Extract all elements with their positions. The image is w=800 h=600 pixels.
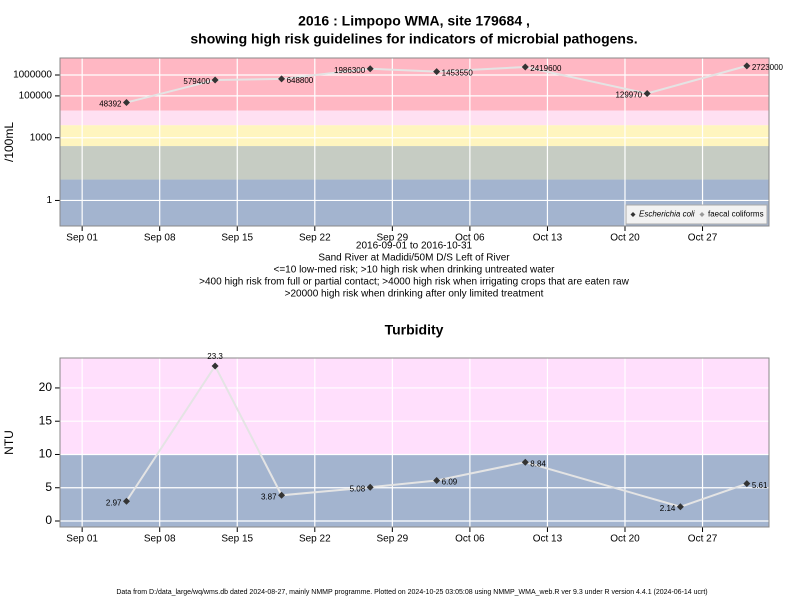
data-point [211, 76, 219, 84]
data-point [278, 75, 286, 83]
plot-frame [59, 57, 770, 227]
data-label: 579400 [183, 77, 210, 86]
data-point [521, 63, 529, 71]
risk-band [60, 125, 769, 147]
y-axis-label: /100mL [2, 122, 16, 162]
data-label: 129970 [615, 91, 642, 100]
chart-title: Turbidity [385, 322, 444, 338]
data-point [433, 68, 441, 76]
x-tick-label: Oct 20 [610, 534, 640, 545]
data-label: 8.84 [530, 459, 546, 468]
y-tick-label: 100000 [19, 91, 53, 102]
data-point [122, 497, 130, 505]
series-line [126, 64, 748, 104]
risk-band [60, 454, 769, 527]
legend-marker [699, 212, 705, 217]
y-tick-label: 20 [39, 380, 53, 394]
data-point [643, 90, 651, 98]
legend-box [625, 204, 768, 225]
data-point [433, 476, 441, 484]
caption: 2016-09-01 to 2016-10-31 [356, 241, 473, 252]
y-tick-label: 5 [45, 480, 52, 494]
caption: <=10 low-med risk; >10 high risk when dr… [274, 265, 556, 276]
y-tick-label: 1000 [30, 132, 53, 143]
x-tick-label: Oct 27 [688, 534, 718, 545]
legend-marker [630, 212, 636, 217]
x-tick-label: Oct 20 [610, 233, 640, 244]
risk-band [60, 58, 769, 111]
data-label: 5.61 [752, 481, 768, 490]
y-tick-label: 15 [39, 413, 53, 427]
x-tick-label: Oct 27 [688, 233, 718, 244]
risk-band [60, 146, 769, 180]
data-label: 23.3 [207, 352, 223, 361]
data-point [211, 362, 219, 370]
x-tick-label: Sep 29 [376, 233, 408, 244]
data-label: 1986300 [334, 66, 366, 75]
caption: Sand River at Madidi/50M D/S Left of Riv… [318, 253, 510, 264]
footer: Data from D:/data_large/wq/wms.db dated … [116, 589, 707, 596]
data-label: 2.14 [660, 504, 676, 513]
data-label: 3.87 [261, 492, 277, 501]
chart-title: 2016 : Limpopo WMA, site 179684 , [298, 13, 530, 29]
x-tick-label: Sep 29 [376, 534, 408, 545]
data-point [366, 483, 374, 491]
y-tick-label: 1000000 [13, 70, 52, 81]
x-tick-label: Sep 08 [144, 233, 176, 244]
y-tick-label: 0 [45, 513, 52, 527]
data-point [366, 65, 374, 73]
x-tick-label: Sep 01 [66, 233, 98, 244]
data-point [278, 491, 286, 499]
data-point [521, 458, 529, 466]
risk-band [60, 358, 769, 455]
data-label: 6.09 [442, 478, 458, 487]
x-tick-label: Sep 01 [66, 534, 98, 545]
data-label: 5.08 [350, 484, 366, 493]
x-tick-label: Sep 22 [299, 233, 331, 244]
legend-label: faecal coliforms [708, 210, 764, 219]
x-tick-label: Oct 06 [455, 534, 485, 545]
data-label: 648800 [287, 76, 314, 85]
y-axis-label: NTU [2, 430, 16, 455]
x-tick-label: Oct 06 [455, 233, 485, 244]
data-label: 48392 [99, 100, 122, 109]
data-point [743, 480, 751, 488]
series-line [125, 364, 748, 508]
x-tick-label: Sep 22 [299, 534, 331, 545]
data-point [676, 503, 684, 511]
risk-band [60, 110, 769, 126]
legend-label: Escherichia coli [639, 210, 695, 219]
x-tick-label: Sep 15 [221, 534, 253, 545]
data-point [743, 62, 751, 70]
y-tick-label: 1 [46, 195, 52, 206]
data-point [122, 98, 130, 106]
x-tick-label: Sep 08 [144, 534, 176, 545]
plot-frame [59, 357, 770, 528]
data-label: 2723000 [752, 63, 784, 72]
x-tick-label: Oct 13 [533, 233, 563, 244]
y-tick-label: 10 [39, 447, 53, 461]
chart-subtitle: showing high risk guidelines for indicat… [190, 31, 637, 47]
caption: >20000 high risk when drinking after onl… [285, 289, 544, 300]
data-label: 2419600 [530, 64, 562, 73]
x-tick-label: Sep 15 [221, 233, 253, 244]
x-tick-label: Oct 13 [533, 534, 563, 545]
caption: >400 high risk from full or partial cont… [199, 277, 629, 288]
data-label: 1453550 [442, 69, 474, 78]
data-label: 2.97 [106, 498, 122, 507]
